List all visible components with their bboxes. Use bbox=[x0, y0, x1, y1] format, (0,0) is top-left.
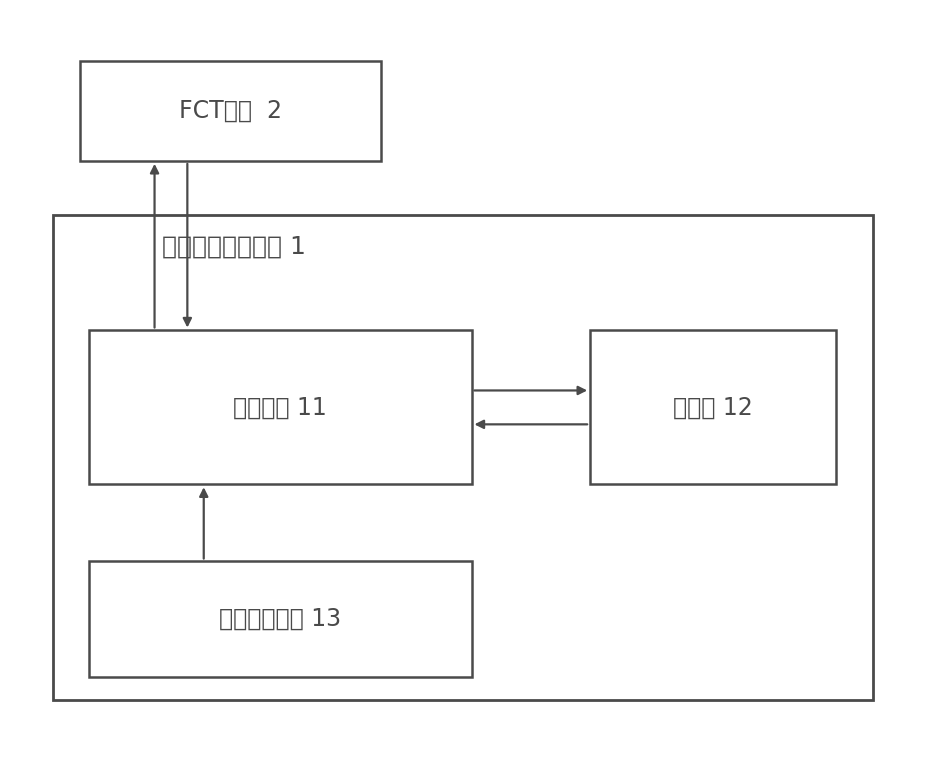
Text: 检测到位装置 13: 检测到位装置 13 bbox=[219, 607, 341, 631]
Bar bbox=[89, 330, 472, 485]
Bar bbox=[89, 561, 472, 677]
Text: 机械手 12: 机械手 12 bbox=[673, 395, 753, 419]
Bar bbox=[53, 215, 872, 700]
Bar bbox=[590, 330, 836, 485]
Text: 控制系统 11: 控制系统 11 bbox=[233, 395, 327, 419]
Text: 主板自动取放装置 1: 主板自动取放装置 1 bbox=[162, 234, 305, 258]
Bar bbox=[80, 61, 380, 161]
Text: FCT设备  2: FCT设备 2 bbox=[179, 99, 282, 123]
